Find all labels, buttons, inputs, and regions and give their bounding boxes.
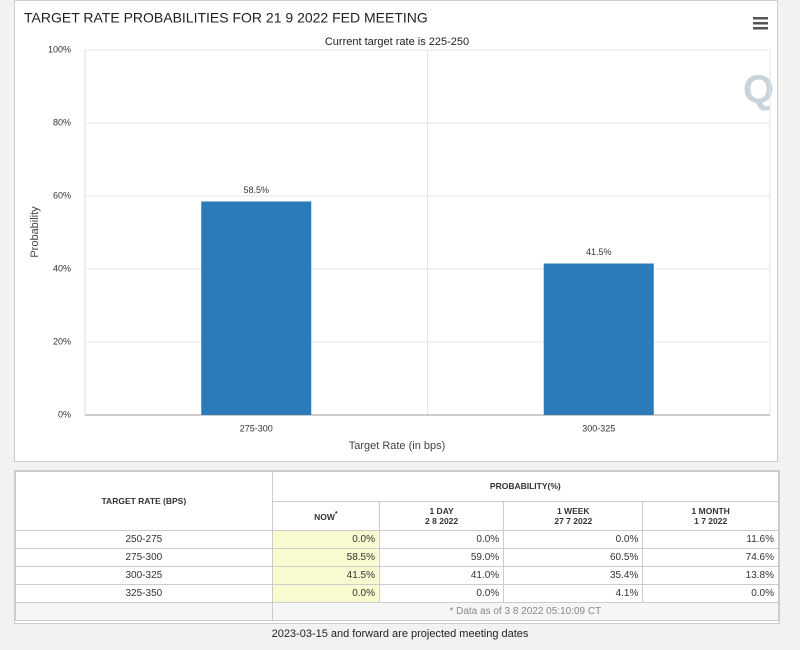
value-label: 58.5% — [243, 185, 269, 195]
empty-cell — [15, 602, 273, 621]
value-label: 41.5% — [586, 247, 612, 257]
column-date: 2 8 2022 — [425, 515, 459, 526]
probability-cell: 0.0% — [642, 584, 779, 603]
probability-cell: 59.0% — [379, 548, 505, 567]
column-header: 1 WEEK 27 7 2022 — [503, 500, 644, 531]
menu-icon[interactable] — [753, 17, 768, 30]
note-row: * Data as of 3 8 2022 05:10:09 CT — [15, 602, 780, 621]
header-row: TARGET RATE (BPS) PROBABILITY(%) — [15, 471, 780, 531]
column-date: 1 7 2022 — [694, 515, 728, 526]
rate-cell: 275-300 — [15, 548, 273, 567]
column-header: 1 MONTH 1 7 2022 — [642, 500, 779, 531]
probability-cell: 0.0% — [379, 584, 505, 603]
note-cell: * Data as of 3 8 2022 05:10:09 CT — [271, 602, 780, 621]
chart: TARGET RATE PROBABILITIES FOR 21 9 2022 … — [24, 10, 774, 452]
y-tick-label: 40% — [53, 263, 71, 273]
column-label: 1 WEEK — [556, 505, 590, 516]
probability-cell: 4.1% — [503, 584, 644, 603]
probability-cell: 41.0% — [379, 566, 505, 585]
table-row: 325-350 0.0% 0.0% 4.1% 0.0% — [15, 584, 779, 603]
bar — [201, 201, 312, 415]
column-header-row: NOW* 1 DAY 2 8 2022 1 WEEK 27 7 2022 1 MONTH 1… — [16, 500, 779, 531]
column-label: NOW — [314, 511, 335, 522]
x-tick-label: 275-300 — [240, 423, 273, 433]
probability-cell: 41.5% — [271, 566, 381, 585]
table-container: TARGET RATE (BPS) PROBABILITY(%) NOW* 1 D… — [14, 470, 780, 624]
probability-cell: 0.0% — [503, 530, 644, 549]
probability-cell: 11.6% — [642, 530, 779, 549]
rate-cell: 300-325 — [15, 566, 273, 585]
rate-cell: 325-350 — [15, 584, 273, 603]
logo: Q — [743, 68, 774, 112]
y-tick-label: 20% — [53, 336, 71, 346]
table-row: 250-275 0.0% 0.0% 0.0% 11.6% — [15, 530, 779, 549]
probability-cell: 74.6% — [642, 548, 779, 567]
probability-cell: 0.0% — [271, 530, 381, 549]
table-row: 300-325 41.5% 41.0% 35.4% 13.8% — [15, 566, 779, 585]
y-tick-label: 80% — [53, 117, 71, 127]
chart-title: TARGET RATE PROBABILITIES FOR 21 9 2022 … — [24, 10, 428, 26]
column-header: 1 DAY 2 8 2022 — [379, 500, 505, 531]
probability-table: TARGET RATE (BPS) PROBABILITY(%) NOW* 1 D… — [15, 471, 780, 621]
y-tick-label: 60% — [53, 190, 71, 200]
probability-header: PROBABILITY(%) — [271, 471, 780, 502]
probability-cell: 35.4% — [503, 566, 644, 585]
probability-cell: 0.0% — [271, 584, 381, 603]
column-header: NOW* — [271, 500, 381, 531]
column-label: 1 MONTH — [691, 505, 730, 516]
chart-container: TARGET RATE PROBABILITIES FOR 21 9 2022 … — [14, 0, 778, 462]
probability-cell: 60.5% — [503, 548, 644, 567]
column-marker: * — [334, 509, 338, 518]
rate-cell: 250-275 — [15, 530, 273, 549]
x-tick-label: 300-325 — [582, 423, 615, 433]
bar — [543, 263, 654, 415]
y-tick-label: 100% — [48, 44, 71, 54]
target-header: TARGET RATE (BPS) — [15, 471, 273, 531]
column-date: 27 7 2022 — [554, 515, 593, 526]
y-tick-label: 0% — [58, 409, 71, 419]
column-label: 1 DAY — [429, 505, 454, 516]
y-axis-label: Probability — [29, 206, 41, 258]
chart-subtitle: Current target rate is 225-250 — [325, 36, 469, 48]
probability-cell: 0.0% — [379, 530, 505, 549]
probability-cell: 58.5% — [271, 548, 381, 567]
probability-cell: 13.8% — [642, 566, 779, 585]
table-row: 275-300 58.5% 59.0% 60.5% 74.6% — [15, 548, 779, 567]
x-axis-label: Target Rate (in bps) — [349, 440, 446, 452]
footer-note: 2023-03-15 and forward are projected mee… — [271, 628, 529, 640]
